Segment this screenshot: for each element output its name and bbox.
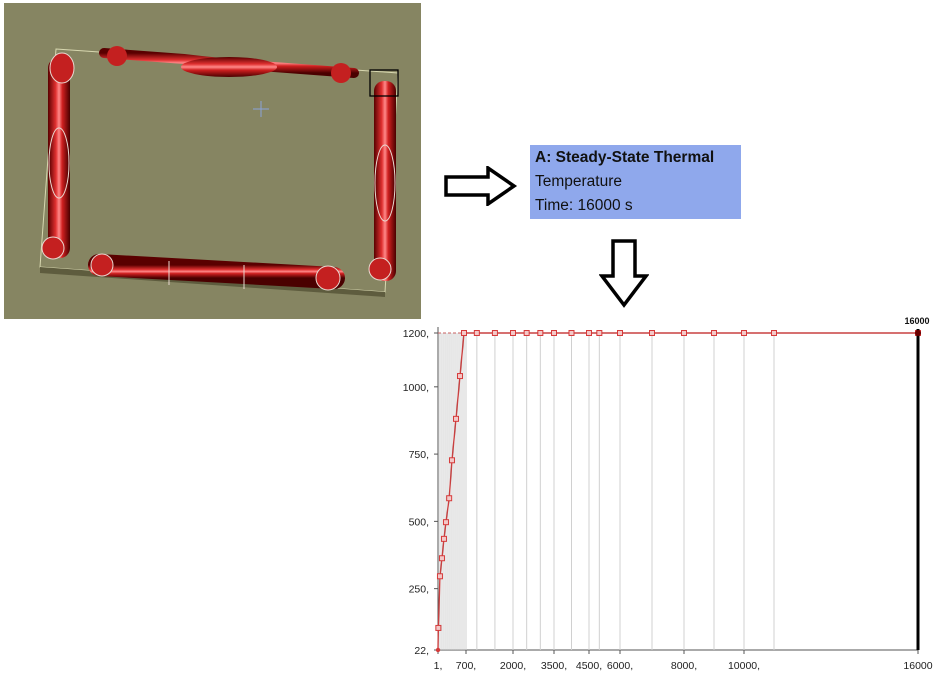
left-tube-cap-bottom — [41, 236, 65, 260]
right-arrow-icon — [444, 166, 518, 206]
model-viewport[interactable] — [4, 3, 421, 319]
y-tick-label: 750, — [409, 449, 429, 461]
data-point — [436, 573, 443, 580]
analysis-title: A: Steady-State Thermal — [535, 149, 715, 166]
time-cursor-label: 16000 — [904, 316, 929, 326]
data-point — [438, 555, 445, 562]
y-tick-label: 250, — [409, 584, 429, 596]
data-point — [711, 330, 717, 336]
x-tick-label: 2000, — [500, 660, 526, 672]
data-point — [446, 495, 453, 502]
result-label: A: Steady-State Thermal Temperature Time… — [530, 145, 741, 219]
y-tick-label: 22, — [414, 645, 429, 657]
bottom-tube-end-right — [315, 265, 341, 291]
right-tube-segment — [374, 144, 396, 222]
time-cursor-marker — [915, 330, 921, 336]
data-point — [586, 330, 592, 336]
data-point — [523, 330, 530, 336]
x-tick-label: 4500, — [576, 660, 602, 672]
data-point — [452, 415, 459, 422]
x-tick-label: 6000, — [607, 660, 633, 672]
data-point — [510, 330, 516, 336]
x-tick-label: 700, — [456, 660, 476, 672]
data-point — [596, 330, 603, 336]
left-tube-cap-top — [49, 52, 75, 84]
y-tick-label: 1200, — [403, 328, 429, 340]
data-point — [460, 330, 467, 336]
x-tick-label: 16000 — [903, 660, 932, 672]
result-time: Time: 16000 s — [535, 197, 633, 214]
data-point — [448, 457, 455, 464]
x-tick-label: 8000, — [671, 660, 697, 672]
data-point — [771, 330, 777, 336]
data-point — [551, 330, 557, 336]
right-tube-cap-bottom — [368, 257, 392, 281]
temperature-curve — [437, 332, 918, 651]
temperature-chart[interactable]: 22, 250, 500, 750, 1000, 1200, 1, 700, 2000, 3500… — [395, 312, 935, 677]
model-geometry — [39, 46, 399, 297]
top-tube-end-right — [331, 63, 351, 83]
data-point — [617, 330, 623, 336]
chart-canvas: 22, 250, 500, 750, 1000, 1200, 1, 700, 2000, 3500… — [403, 316, 933, 672]
x-tick-label: 3500, — [541, 660, 567, 672]
x-tick-label: 10000, — [728, 660, 760, 672]
data-point — [440, 535, 447, 542]
center-crosshair-icon — [253, 101, 269, 117]
selection-box — [369, 69, 399, 97]
down-arrow-icon — [599, 239, 649, 308]
bottom-tube-end-left — [90, 253, 114, 277]
data-point — [537, 330, 544, 336]
data-point — [568, 330, 575, 336]
data-point — [473, 330, 480, 336]
data-point — [435, 647, 441, 653]
y-tick-label: 500, — [409, 516, 429, 528]
bottom-tube — [88, 254, 345, 289]
left-tube-segment — [48, 127, 70, 199]
data-point — [741, 330, 747, 336]
data-point — [491, 330, 498, 336]
data-point — [442, 519, 449, 526]
top-tube-bulge — [181, 57, 277, 77]
data-point — [456, 373, 463, 380]
data-point — [681, 330, 687, 336]
result-quantity: Temperature — [535, 173, 623, 190]
data-point — [649, 330, 655, 336]
y-tick-label: 1000, — [403, 382, 429, 394]
data-point — [435, 624, 442, 631]
x-tick-label: 1, — [434, 660, 443, 672]
top-tube-end-left — [107, 46, 127, 66]
